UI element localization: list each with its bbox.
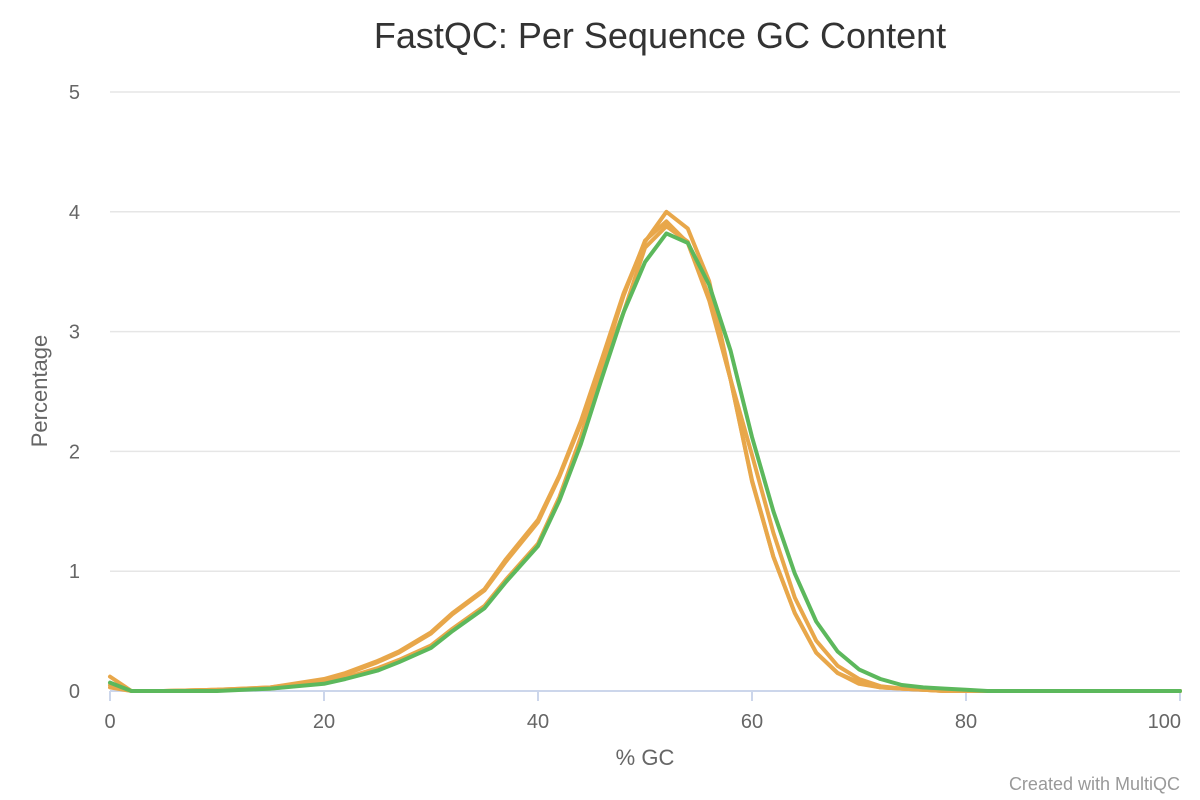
y-axis-ticks: 0 1 2 3 4 5 bbox=[69, 82, 80, 703]
grid-lines bbox=[110, 91, 1180, 572]
series-line-2[interactable] bbox=[108, 219, 1182, 693]
x-tick-label: 100 bbox=[1148, 711, 1181, 733]
y-tick-label: 2 bbox=[69, 441, 80, 463]
x-tick-label: 80 bbox=[955, 711, 977, 733]
y-tick-label: 1 bbox=[69, 561, 80, 583]
series-line-3[interactable] bbox=[108, 224, 1182, 693]
credit-text[interactable]: Created with MultiQC bbox=[1009, 774, 1180, 794]
y-axis-title: Percentage bbox=[27, 335, 52, 448]
y-tick-label: 5 bbox=[69, 82, 80, 104]
y-tick-label: 3 bbox=[69, 322, 80, 344]
x-tick-label: 40 bbox=[527, 711, 549, 733]
x-tick-label: 0 bbox=[104, 711, 115, 733]
series-lines[interactable] bbox=[108, 209, 1182, 693]
x-axis-ticks: 0 20 40 60 80 100 bbox=[104, 690, 1181, 733]
chart-title: FastQC: Per Sequence GC Content bbox=[374, 15, 946, 56]
series-line-4[interactable] bbox=[108, 231, 1182, 693]
x-tick-label: 20 bbox=[313, 711, 335, 733]
x-axis-title: % GC bbox=[616, 745, 675, 770]
y-tick-label: 4 bbox=[69, 202, 80, 224]
x-tick-label: 60 bbox=[741, 711, 763, 733]
y-tick-label: 0 bbox=[69, 681, 80, 703]
